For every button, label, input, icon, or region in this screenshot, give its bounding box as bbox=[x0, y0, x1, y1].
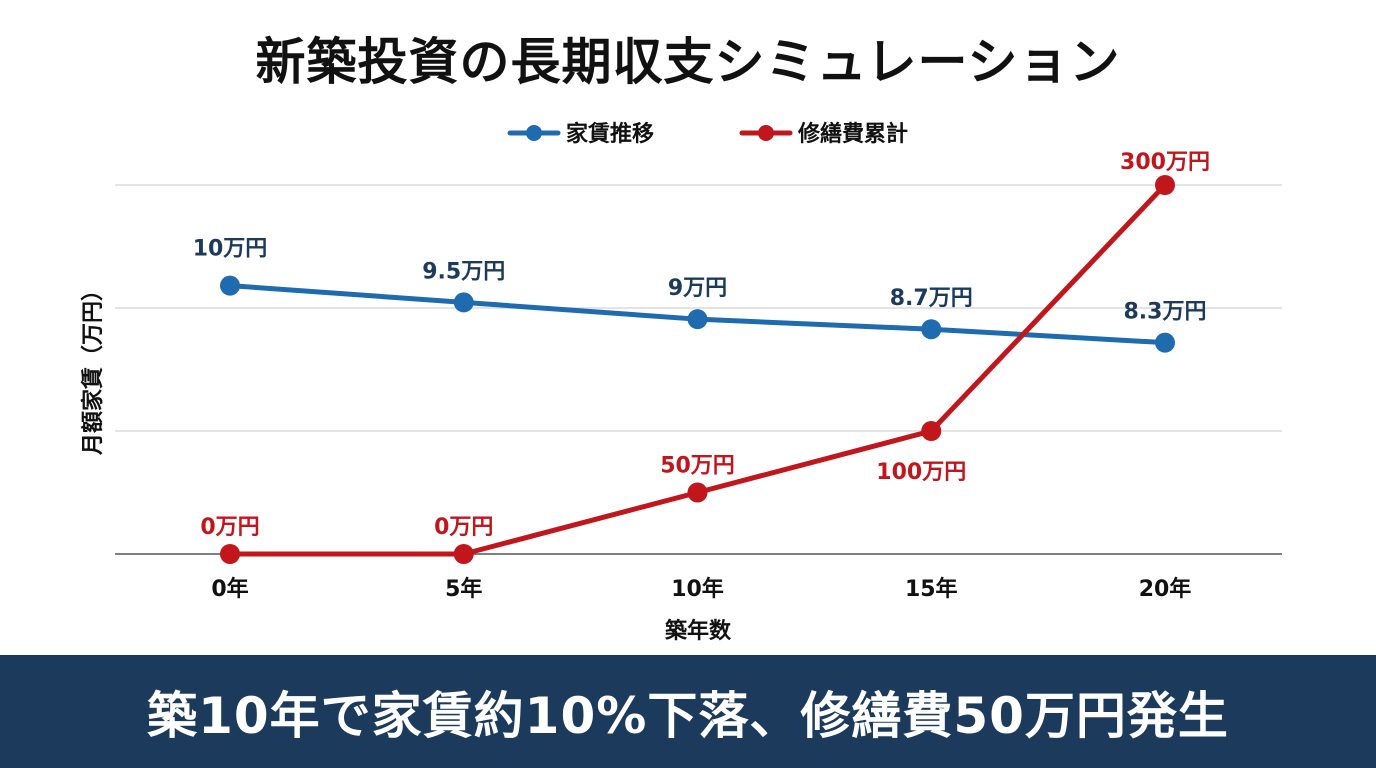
data-label: 0万円 bbox=[434, 515, 493, 540]
x-tick-label: 15年 bbox=[905, 576, 958, 602]
x-tick-label: 10年 bbox=[671, 576, 724, 602]
x-tick-label: 0年 bbox=[211, 576, 248, 602]
data-label: 9万円 bbox=[668, 276, 727, 301]
data-label: 10万円 bbox=[193, 237, 268, 262]
x-axis-label: 築年数 bbox=[664, 618, 732, 644]
chart-title: 新築投資の長期収支シミュレーション bbox=[255, 33, 1121, 91]
data-point bbox=[921, 319, 942, 340]
y-axis-label: 月額家賃（万円） bbox=[80, 279, 106, 456]
legend-marker bbox=[526, 125, 542, 141]
data-label: 9.5万円 bbox=[422, 259, 505, 284]
data-label: 8.7万円 bbox=[890, 286, 973, 311]
x-tick-label: 5年 bbox=[445, 576, 482, 602]
x-tick-label: 20年 bbox=[1139, 576, 1192, 602]
summary-banner: 築10年で家賃約10%下落、修繕費50万円発生 bbox=[0, 655, 1376, 768]
data-label: 8.3万円 bbox=[1124, 300, 1207, 325]
data-point bbox=[687, 309, 708, 330]
data-point bbox=[1155, 332, 1175, 353]
data-point bbox=[453, 544, 474, 564]
summary-text: 築10年で家賃約10%下落、修繕費50万円発生 bbox=[147, 686, 1229, 745]
legend-marker bbox=[758, 125, 774, 141]
data-label: 100万円 bbox=[876, 460, 966, 485]
legend-label: 修繕費累計 bbox=[797, 121, 908, 147]
data-point bbox=[687, 482, 708, 503]
data-point bbox=[921, 421, 942, 441]
data-label: 300万円 bbox=[1120, 150, 1210, 175]
data-label: 0万円 bbox=[200, 515, 259, 540]
data-point bbox=[220, 544, 240, 564]
data-point bbox=[453, 292, 474, 313]
data-point bbox=[220, 275, 240, 296]
data-point bbox=[1155, 175, 1175, 195]
data-label: 50万円 bbox=[660, 454, 735, 479]
legend-label: 家賃推移 bbox=[566, 121, 654, 147]
